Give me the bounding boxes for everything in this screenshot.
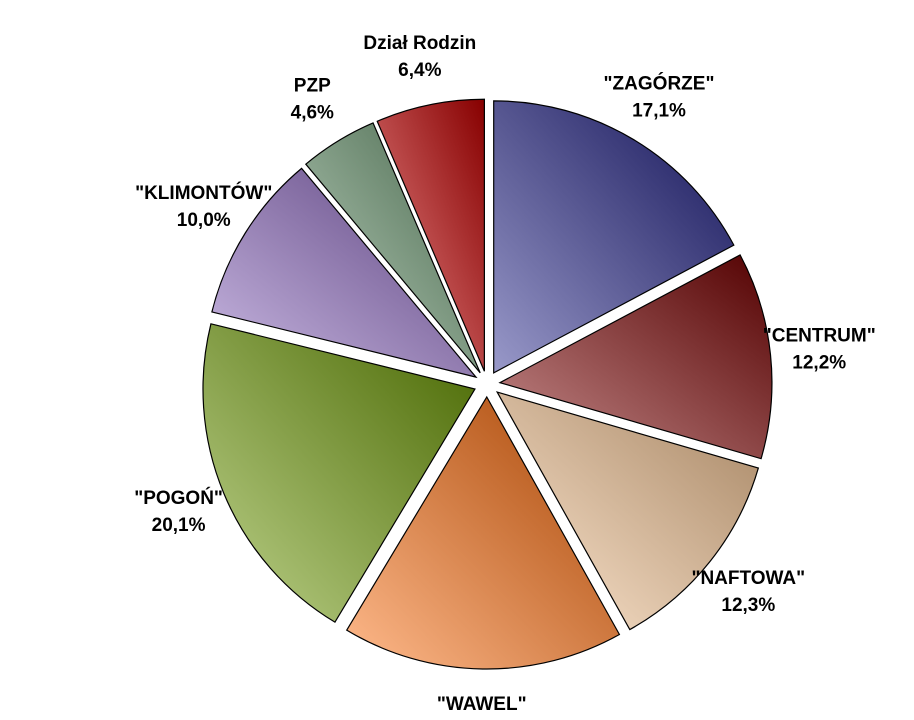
slice-label: "POGOŃ" <box>134 487 223 509</box>
slice-label: "CENTRUM" <box>763 326 876 347</box>
slice-label: "KLIMONTÓW" <box>135 182 272 204</box>
slice-label: "WAWEL" <box>437 694 527 715</box>
pie-slice <box>376 98 485 372</box>
slice-label: PZP <box>294 75 331 96</box>
pie-slice <box>493 100 735 374</box>
value-label: 10,0% <box>177 210 231 231</box>
value-label: 4,6% <box>291 102 334 123</box>
value-label: 20,1% <box>152 515 206 536</box>
value-label: 6,4% <box>398 60 441 81</box>
pie-slice <box>211 167 478 379</box>
pie-slice <box>304 122 481 374</box>
value-label: 12,2% <box>792 353 846 374</box>
slice-label: "NAFTOWA" <box>691 568 805 589</box>
value-label: 12,3% <box>721 595 775 616</box>
slice-label: "ZAGÓRZE" <box>604 73 715 95</box>
value-label: 17,1% <box>632 101 686 122</box>
pie-slice <box>498 254 773 460</box>
pie-slice <box>495 391 760 631</box>
pie-slice <box>345 395 621 670</box>
pie-slice <box>202 323 476 623</box>
slice-label: Dział Rodzin <box>363 33 476 54</box>
